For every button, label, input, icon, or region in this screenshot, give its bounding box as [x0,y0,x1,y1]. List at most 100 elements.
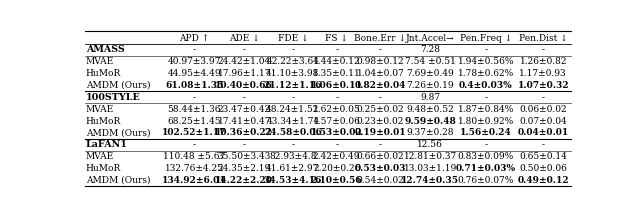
Text: FS ↓: FS ↓ [325,34,348,43]
Text: 0.19±0.01: 0.19±0.01 [355,128,406,137]
Text: 2.42±0.49: 2.42±0.49 [313,152,360,161]
Text: 0.23±0.02: 0.23±0.02 [356,117,404,126]
Text: -: - [379,93,382,102]
Text: HuMoR: HuMoR [86,69,121,78]
Text: Pen.Dist ↓: Pen.Dist ↓ [519,34,568,43]
Text: 58.44±1.36: 58.44±1.36 [168,105,221,114]
Text: 1.56±0.24: 1.56±0.24 [460,128,511,137]
Text: 44.95±4.49: 44.95±4.49 [168,69,221,78]
Text: 9.48±0.52: 9.48±0.52 [406,105,454,114]
Text: 1.44±0.12: 1.44±0.12 [313,57,360,66]
Text: 1.04±0.07: 1.04±0.07 [356,69,404,78]
Text: FDE ↓: FDE ↓ [278,34,308,43]
Text: -: - [335,93,338,102]
Text: 7.26±0.19: 7.26±0.19 [406,81,454,90]
Text: Pen.Freq ↓: Pen.Freq ↓ [460,34,512,43]
Text: -: - [243,45,246,54]
Text: 10.40±0.66: 10.40±0.66 [215,81,273,90]
Text: 10.36±0.22: 10.36±0.22 [215,128,273,137]
Text: 110.48 ±5.67: 110.48 ±5.67 [163,152,225,161]
Text: 24.58±0.06: 24.58±0.06 [264,128,322,137]
Text: 48.24±1.52: 48.24±1.52 [266,105,319,114]
Text: 23.47±0.42: 23.47±0.42 [218,105,271,114]
Text: -: - [243,93,246,102]
Text: -: - [335,45,338,54]
Text: 2.10±0.56: 2.10±0.56 [311,176,362,185]
Text: 9.59±0.48: 9.59±0.48 [404,117,456,126]
Text: 35.50±3.43: 35.50±3.43 [218,152,271,161]
Text: Jnt.Accel→: Jnt.Accel→ [406,34,454,43]
Text: -: - [541,140,545,149]
Text: 0.4±0.03%: 0.4±0.03% [459,81,513,90]
Text: -: - [291,140,294,149]
Text: ADE ↓: ADE ↓ [229,34,260,43]
Text: 13.03±1.19: 13.03±1.19 [404,164,457,173]
Text: 1.17±0.93: 1.17±0.93 [520,69,567,78]
Text: 0.71±0.03%: 0.71±0.03% [456,164,516,173]
Text: 0.06±0.02: 0.06±0.02 [520,105,567,114]
Text: -: - [484,140,487,149]
Text: 1.87±0.84%: 1.87±0.84% [458,105,514,114]
Text: -: - [379,140,382,149]
Text: -: - [243,140,246,149]
Text: 17.41±0.47: 17.41±0.47 [218,117,271,126]
Text: 7.69±0.49: 7.69±0.49 [406,69,454,78]
Text: 0.83±0.09%: 0.83±0.09% [458,152,514,161]
Text: 1.53±0.02: 1.53±0.02 [311,128,362,137]
Text: 100STYLE: 100STYLE [86,93,141,102]
Text: LaFAN1: LaFAN1 [86,140,128,149]
Text: -: - [541,93,545,102]
Text: 7.54 ±0.51: 7.54 ±0.51 [405,57,456,66]
Text: 43.34±1.74: 43.34±1.74 [266,117,319,126]
Text: 21.12±1.16: 21.12±1.16 [264,81,322,90]
Text: -: - [541,45,545,54]
Text: 1.57±0.06: 1.57±0.06 [313,117,360,126]
Text: 0.04±0.01: 0.04±0.01 [518,128,569,137]
Text: 0.54±0.02: 0.54±0.02 [356,176,404,185]
Text: 9.37±0.28: 9.37±0.28 [406,128,454,137]
Text: 40.97±3.97: 40.97±3.97 [168,57,221,66]
Text: 12.74±0.35: 12.74±0.35 [401,176,460,185]
Text: 41.10±3.98: 41.10±3.98 [266,69,319,78]
Text: 0.49±0.12: 0.49±0.12 [517,176,569,185]
Text: 134.92±6.01: 134.92±6.01 [162,176,227,185]
Text: 1.06±0.11: 1.06±0.11 [310,81,363,90]
Text: 42.22±3.64: 42.22±3.64 [266,57,319,66]
Text: 1.78±0.62%: 1.78±0.62% [458,69,514,78]
Text: 0.07±0.04: 0.07±0.04 [519,117,567,126]
Text: 0.76±0.07%: 0.76±0.07% [458,176,514,185]
Text: Bone.Err ↓: Bone.Err ↓ [355,34,406,43]
Text: 14.22±2.20: 14.22±2.20 [215,176,273,185]
Text: 24.35±2.19: 24.35±2.19 [218,164,271,173]
Text: 0.98±0.12: 0.98±0.12 [356,57,404,66]
Text: 82.93±4.8: 82.93±4.8 [269,152,317,161]
Text: HuMoR: HuMoR [86,117,121,126]
Text: 34.53±4.16: 34.53±4.16 [264,176,322,185]
Text: 0.65±0.14: 0.65±0.14 [519,152,567,161]
Text: 12.56: 12.56 [417,140,444,149]
Text: 1.07±0.32: 1.07±0.32 [517,81,569,90]
Text: 1.26±0.82: 1.26±0.82 [520,57,567,66]
Text: 1.62±0.05: 1.62±0.05 [313,105,360,114]
Text: AMDM (Ours): AMDM (Ours) [86,128,150,137]
Text: 1.35±0.11: 1.35±0.11 [313,69,360,78]
Text: -: - [291,93,294,102]
Text: -: - [379,45,382,54]
Text: MVAE: MVAE [86,57,114,66]
Text: 2.20±0.26: 2.20±0.26 [313,164,360,173]
Text: 7.28: 7.28 [420,45,440,54]
Text: AMDM (Ours): AMDM (Ours) [86,176,150,185]
Text: 102.52±1.17: 102.52±1.17 [162,128,227,137]
Text: MVAE: MVAE [86,105,114,114]
Text: APD ↑: APD ↑ [179,34,209,43]
Text: 61.08±1.35: 61.08±1.35 [165,81,223,90]
Text: 24.42±1.04: 24.42±1.04 [218,57,271,66]
Text: 68.25±1.45: 68.25±1.45 [168,117,221,126]
Text: AMDM (Ours): AMDM (Ours) [86,81,150,90]
Text: 41.61±2.97: 41.61±2.97 [266,164,319,173]
Text: 132.76±4.25: 132.76±4.25 [165,164,224,173]
Text: 0.82±0.04: 0.82±0.04 [355,81,406,90]
Text: -: - [193,93,196,102]
Text: 0.66±0.02: 0.66±0.02 [356,152,404,161]
Text: -: - [484,45,487,54]
